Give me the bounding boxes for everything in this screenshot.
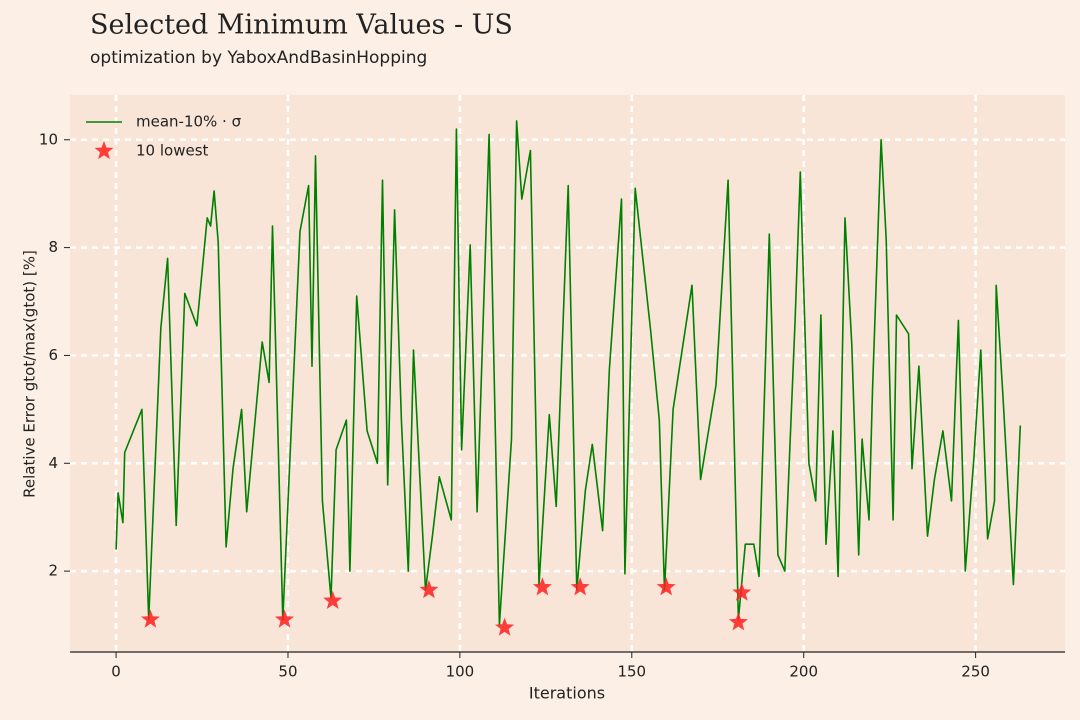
x-tick-label: 50 [278,663,297,681]
legend-label: 10 lowest [136,142,209,160]
star-marker [140,609,160,628]
x-tick-label: 100 [446,663,475,681]
star-marker [570,577,590,596]
star-marker [323,590,343,609]
data-line [115,120,1022,626]
star-marker [732,582,752,601]
star-marker [532,577,552,596]
y-tick-label: 6 [48,346,58,364]
y-tick-label: 8 [48,238,58,256]
y-tick-label: 4 [48,454,58,472]
x-tick-label: 200 [789,663,818,681]
y-axis-label: Relative Error gtot/max(gtot) [%] [21,250,39,498]
y-tick-label: 10 [39,130,58,148]
x-axis-label: Iterations [529,684,605,703]
star-marker [419,580,439,599]
legend-label: mean-10% · σ [136,113,242,131]
x-tick-label: 0 [111,663,121,681]
chart-title: Selected Minimum Values - US [90,10,513,41]
x-tick-label: 250 [961,663,990,681]
x-tick-label: 150 [617,663,646,681]
y-tick-label: 2 [48,562,58,580]
star-marker [495,617,515,636]
plot-area [70,95,1065,652]
star-marker [728,612,748,631]
star-marker [656,577,676,596]
chart-subtitle: optimization by YaboxAndBasinHopping [90,48,427,68]
legend-swatch [94,141,114,160]
star-marker [275,609,295,628]
